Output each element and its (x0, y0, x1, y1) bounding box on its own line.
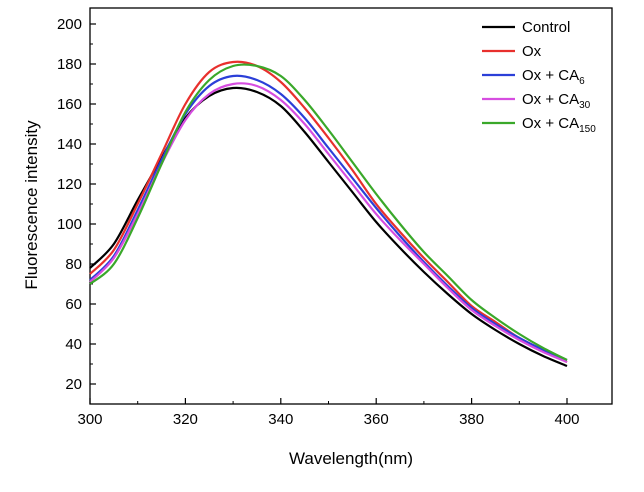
x-axis-title: Wavelength(nm) (289, 449, 413, 468)
y-tick-label: 20 (65, 376, 82, 393)
y-axis-title: Fluorescence intensity (22, 120, 41, 290)
legend-label-main: Ox + CA (522, 115, 579, 132)
legend-label-main: Control (522, 19, 570, 36)
legend-label-subscript: 6 (579, 76, 585, 87)
y-tick-label: 160 (57, 96, 82, 113)
legend-label-subscript: 30 (579, 100, 591, 111)
y-tick-label: 180 (57, 56, 82, 73)
series-line-1 (89, 60, 568, 363)
axis-ticks: 300 320 340 360 380 400 20 40 60 80 100 120 140 160 18… (57, 16, 580, 428)
x-tick-label: 340 (268, 411, 293, 428)
legend-label-main: Ox + CA (522, 67, 579, 84)
legend-label-4: Ox + CA150 (522, 115, 596, 135)
legend-label-subscript: 150 (579, 124, 596, 135)
y-tick-label: 200 (57, 16, 82, 33)
legend-label-main: Ox (522, 43, 542, 60)
series-lines (89, 60, 568, 368)
legend-label-2: Ox + CA6 (522, 67, 585, 87)
y-tick-label: 100 (57, 216, 82, 233)
y-tick-label: 40 (65, 336, 82, 353)
x-tick-label: 320 (173, 411, 198, 428)
x-tick-label: 400 (554, 411, 579, 428)
y-tick-label: 60 (65, 296, 82, 313)
legend-label-3: Ox + CA30 (522, 91, 591, 111)
y-tick-label: 80 (65, 256, 82, 273)
plot-frame (89, 7, 613, 405)
legend-label-main: Ox + CA (522, 91, 579, 108)
x-tick-label: 300 (77, 411, 102, 428)
x-tick-label: 360 (364, 411, 389, 428)
x-tick-label: 380 (459, 411, 484, 428)
y-tick-label: 140 (57, 136, 82, 153)
y-tick-label: 120 (57, 176, 82, 193)
series-line-4 (89, 63, 568, 361)
legend-label-1: Ox (522, 43, 542, 60)
legend-label-0: Control (522, 19, 570, 36)
series-line-3 (89, 82, 568, 364)
